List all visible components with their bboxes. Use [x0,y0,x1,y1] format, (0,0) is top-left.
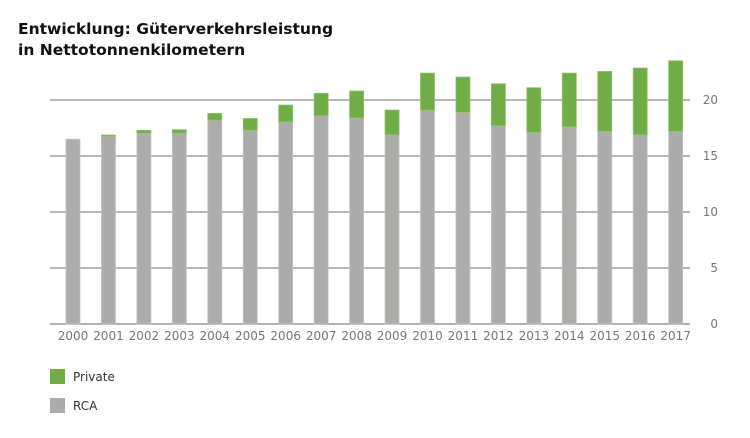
bar-rca-2006 [278,121,294,325]
x-tick-label: 2001 [93,329,124,343]
bar-rca-2016 [632,134,648,325]
bar-rca-2008 [349,117,365,325]
legend-label-rca: RCA [73,398,98,413]
y-tick-label: 0 [710,317,718,331]
bar-private-2010 [420,72,435,111]
x-tick-label: 2003 [164,329,195,343]
bar-private-2006 [278,104,294,123]
bar-private-2002 [136,129,152,134]
legend-swatch-private [50,369,65,384]
x-tick-label: 2011 [448,329,479,343]
bar-private-2003 [171,129,187,134]
bar-private-2001 [101,134,116,137]
bar-rca-2012 [490,125,506,325]
bar-rca-2004 [207,119,223,325]
y-tick-label: 15 [703,149,718,163]
bar-private-2015 [597,71,613,132]
y-tick-label: 5 [710,261,718,275]
bar-rca-2017 [668,130,684,325]
bar-rca-2000 [65,138,81,325]
x-tick-label: 2012 [483,329,514,343]
chart-title-line-1: Entwicklung: Güterverkehrsleistung [18,20,334,38]
bar-rca-2015 [597,130,613,325]
x-tick-label: 2000 [58,329,89,343]
bar-rca-2011 [455,111,471,325]
bar-rca-2003 [171,132,187,325]
bar-rca-2007 [313,115,329,325]
bar-rca-2009 [384,134,400,325]
bar-rca-2005 [242,129,258,325]
bar-private-2014 [561,72,577,128]
bar-private-2016 [632,67,648,136]
x-tick-label: 2016 [625,329,656,343]
x-tick-label: 2008 [341,329,372,343]
legend-swatch-rca [50,398,65,413]
bar-private-2007 [313,92,329,117]
bar-private-2008 [349,90,365,119]
chart-title: Entwicklung: Güterverkehrsleistung in Ne… [18,19,333,61]
x-tick-label: 2005 [235,329,266,343]
bar-rca-2010 [420,109,435,325]
x-tick-label: 2017 [660,329,691,343]
x-tick-label: 2004 [200,329,231,343]
bar-private-2017 [668,60,684,132]
bar-private-2009 [384,109,400,136]
chart-title-line-2: in Nettotonnenkilometern [18,41,246,59]
bar-rca-2001 [101,135,116,325]
y-tick-label: 10 [703,205,718,219]
x-tick-label: 2013 [519,329,550,343]
legend-label-private: Private [73,369,115,384]
bar-rca-2014 [561,126,577,325]
bar-private-2004 [207,113,223,121]
legend-item-private: Private [50,369,115,384]
bar-private-2013 [526,87,542,133]
x-tick-label: 2015 [589,329,620,343]
x-tick-label: 2002 [129,329,160,343]
bar-private-2005 [242,118,258,131]
x-tick-label: 2009 [377,329,408,343]
x-tick-label: 2007 [306,329,337,343]
x-tick-label: 2006 [270,329,301,343]
bar-private-2012 [490,83,506,127]
y-tick-label: 20 [703,93,718,107]
bar-rca-2013 [526,132,542,325]
x-tick-label: 2014 [554,329,585,343]
bar-private-2011 [455,76,471,113]
bar-rca-2002 [136,132,152,325]
x-tick-label: 2010 [412,329,443,343]
legend-item-rca: RCA [50,398,97,413]
